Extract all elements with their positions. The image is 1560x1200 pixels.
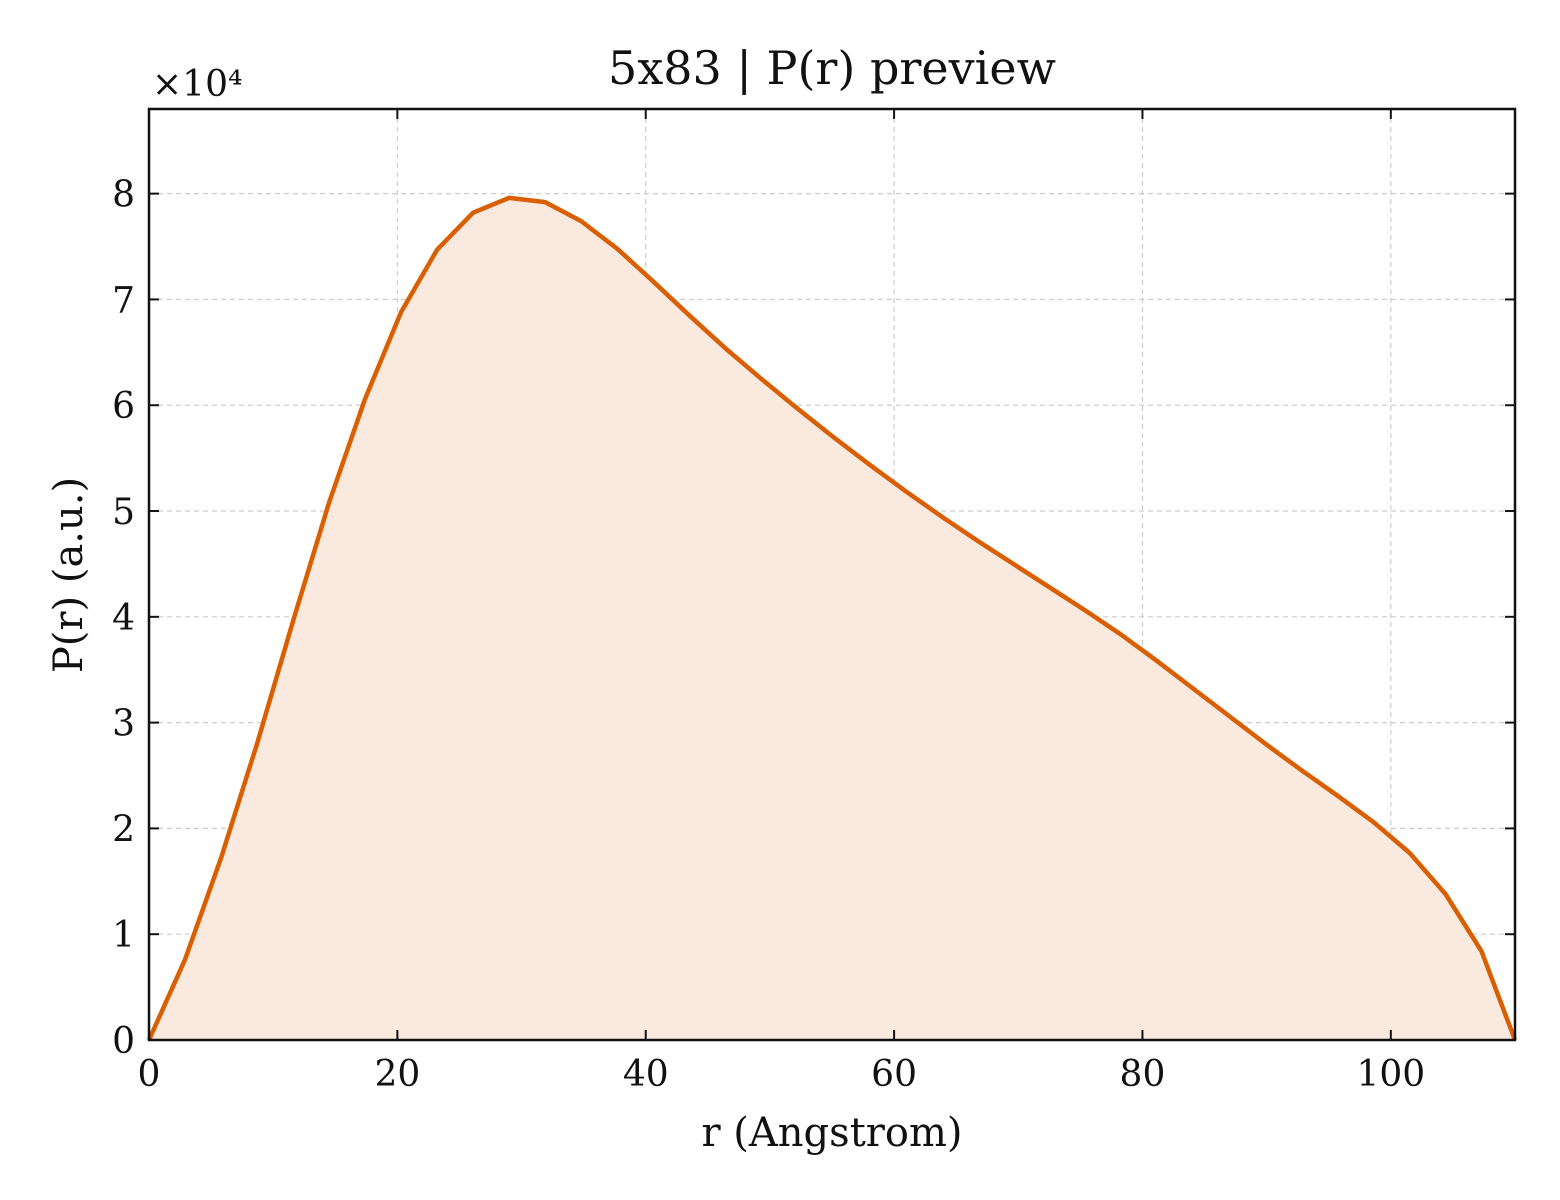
y-multiplier-label: ×10⁴ [152, 64, 242, 105]
x-tick-label: 80 [1120, 1054, 1166, 1095]
y-tick-label: 2 [112, 809, 135, 850]
y-axis-ticks: 0 1 2 3 4 5 6 7 8 [112, 175, 1515, 1062]
y-axis-label: P(r) (a.u.) [46, 477, 92, 673]
plot-frame [147, 107, 1517, 1042]
x-tick-label: 60 [871, 1054, 917, 1095]
y-tick-label: 3 [112, 704, 135, 745]
y-tick-label: 6 [112, 386, 135, 427]
x-axis-ticks: 0 20 40 60 80 100 [138, 109, 1425, 1095]
x-tick-label: 20 [374, 1054, 420, 1095]
y-tick-label: 8 [112, 175, 135, 216]
y-tick-label: 1 [112, 915, 135, 956]
x-tick-label: 40 [623, 1054, 669, 1095]
y-tick-label: 5 [112, 492, 135, 533]
chart-title: 5x83 | P(r) preview [608, 41, 1056, 95]
p-r-curve [146, 195, 1518, 1041]
x-tick-label: 100 [1356, 1054, 1425, 1095]
y-tick-label: 0 [112, 1021, 135, 1062]
y-tick-label: 4 [112, 598, 135, 639]
p-r-area-fill [149, 197, 1515, 1040]
y-tick-label: 7 [112, 280, 135, 321]
x-tick-label: 0 [138, 1054, 161, 1095]
x-axis-label: r (Angstrom) [701, 1110, 962, 1156]
